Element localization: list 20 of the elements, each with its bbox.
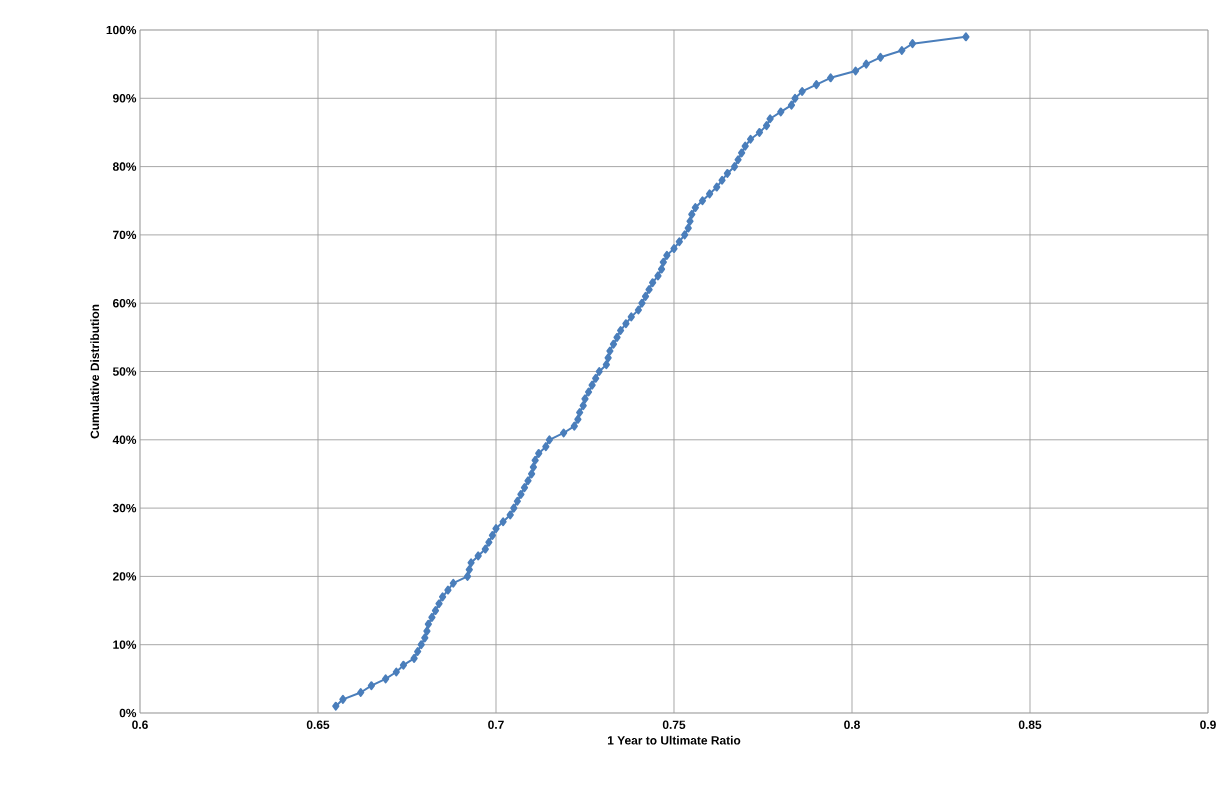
y-tick-label: 80%: [112, 162, 137, 171]
x-tick-label: 0.7: [488, 720, 504, 729]
x-tick-label: 0.75: [662, 720, 686, 729]
y-tick-label: 40%: [112, 435, 137, 445]
y-axis-title: Cumulative Distribution: [90, 304, 100, 439]
x-tick-label: 0.8: [844, 720, 860, 729]
y-tick-label: 20%: [112, 572, 137, 581]
x-axis-title: 1 Year to Ultimate Ratio: [607, 735, 741, 745]
y-tick-label: 0%: [119, 708, 137, 718]
y-tick-label: 10%: [113, 640, 137, 649]
x-tick-label: 0.65: [306, 720, 330, 729]
y-tick-label: 50%: [112, 367, 137, 376]
y-tick-label: 30%: [112, 503, 137, 513]
y-tick-label: 90%: [112, 94, 137, 103]
x-tick-label: 0.9: [1200, 720, 1216, 729]
y-tick-label: 60%: [112, 298, 137, 308]
x-tick-label: 0.85: [1018, 720, 1042, 729]
y-tick-label: 70%: [113, 230, 137, 240]
y-tick-label: 100%: [106, 25, 137, 35]
x-tick-label: 0.6: [132, 720, 148, 729]
